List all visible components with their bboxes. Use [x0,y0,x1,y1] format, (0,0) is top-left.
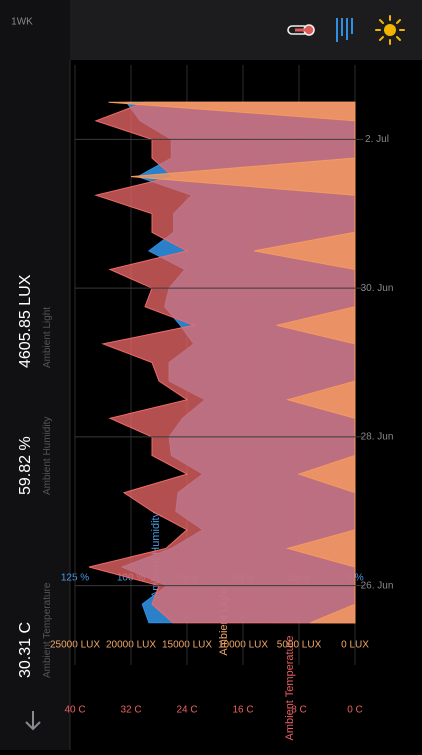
readout-temperature-value: 30.31 C [17,622,34,678]
sun-icon[interactable] [375,15,405,45]
series-layer [88,101,356,624]
x-tick-label: 28. Jun [361,432,394,443]
back-arrow-icon[interactable] [25,711,41,731]
x-tick-label: 2. Jul [365,134,389,145]
axis-tick-label: 16 C [232,705,253,716]
axis-title-temperature: Ambient Temperature [284,636,296,741]
axis-tick-label: 32 C [120,705,141,716]
range-label[interactable]: 1WK [11,17,33,28]
readout-light-label: Ambient Light [42,307,53,368]
series-area-ambient-temperature [88,101,356,624]
toolbar-strip [0,0,422,60]
thermometer-icon[interactable] [287,24,315,36]
axis-tick-label: 40 C [64,705,85,716]
x-tick-label: 30. Jun [361,283,394,294]
readout-humidity-value: 59.82 % [17,436,34,495]
readout-temperature-label: Ambient Temperature [42,582,53,678]
series-area-ambient-light [108,101,356,624]
readout-strip [0,0,70,750]
readout-light: 4605.85 LUX Ambient Light [17,274,53,368]
axis-tick-label: 0 C [347,705,363,716]
humidity-bars-icon[interactable] [336,18,353,42]
x-tick-label: 26. Jun [361,580,394,591]
axis-tick-label: 8 C [291,705,307,716]
readout-humidity-label: Ambient Humidity [42,417,53,495]
x-axis-ticks: 26. Jun 28. Jun 30. Jun 2. Jul [75,134,393,591]
axis-tick-label: 24 C [176,705,197,716]
readout-temperature: 30.31 C Ambient Temperature [17,582,53,678]
readout-humidity: 59.82 % Ambient Humidity [17,417,53,495]
readout-light-value: 4605.85 LUX [17,274,34,368]
